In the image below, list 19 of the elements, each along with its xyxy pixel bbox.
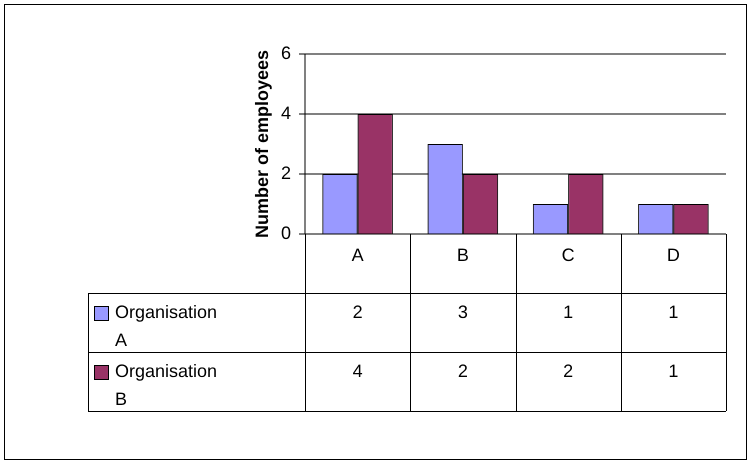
legend-label: Organisation A bbox=[115, 302, 218, 350]
data-label: 1 bbox=[668, 360, 678, 381]
data-label: 4 bbox=[352, 360, 363, 381]
data-label: 2 bbox=[352, 302, 363, 322]
y-tick-label: 6 bbox=[280, 42, 291, 63]
data-label: 1 bbox=[563, 302, 574, 322]
data-label: 2 bbox=[458, 360, 468, 381]
x-tick-label: D bbox=[666, 244, 680, 265]
y-tick-label: 2 bbox=[280, 162, 291, 183]
x-tick-label: A bbox=[352, 244, 364, 265]
y-tick-label: 0 bbox=[280, 222, 291, 243]
y-axis-title: Number of employees bbox=[252, 50, 272, 238]
legend-label: Organisation B bbox=[115, 360, 218, 409]
x-tick-label: C bbox=[562, 244, 575, 265]
data-label: 3 bbox=[458, 302, 468, 322]
x-tick-label: B bbox=[456, 244, 469, 265]
data-label: 1 bbox=[668, 302, 678, 322]
data-label: 2 bbox=[563, 360, 574, 381]
y-tick-label: 4 bbox=[280, 102, 291, 123]
